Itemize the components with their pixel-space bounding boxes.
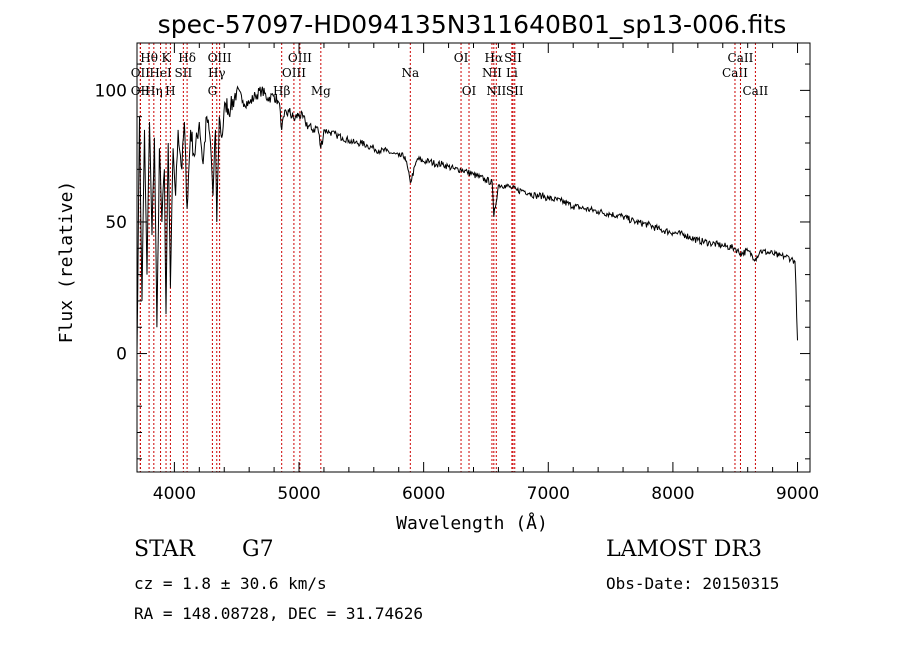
y-tick-label: 0 (116, 345, 127, 365)
y-axis-label: Flux (relative) (56, 181, 77, 344)
line-label: K (162, 51, 172, 65)
x-tick-label: 8000 (651, 484, 694, 504)
line-label: CaII (722, 66, 748, 80)
y-tick-label: 100 (95, 81, 127, 101)
object-class: STAR (134, 537, 195, 562)
line-label: NII (482, 66, 502, 80)
line-label: G (208, 84, 218, 98)
line-label: Hα (485, 51, 504, 65)
line-label: SII (504, 51, 522, 65)
x-axis-label: Wavelength (Å) (396, 512, 548, 534)
line-label: CaII (728, 51, 754, 65)
spectrum-series (136, 85, 798, 354)
redshift-info: cz = 1.8 ± 30.6 km/s (134, 574, 327, 593)
y-tick-label: 50 (105, 213, 127, 233)
line-label: Hβ (273, 84, 290, 98)
emission-line-markers: OIIOIIHθHηHeIKHSIIHδGHγOIIIHβOIIIOIIIMgN… (131, 43, 769, 472)
x-tick-label: 7000 (527, 484, 570, 504)
x-tick-label: 9000 (776, 484, 819, 504)
line-label: NII (486, 84, 506, 98)
coordinates: RA = 148.08728, DEC = 31.74626 (134, 604, 423, 623)
line-label: OIII (208, 51, 232, 65)
chart-title: spec-57097-HD094135N311640B01_sp13-006.f… (158, 10, 787, 39)
line-label: H (165, 84, 175, 98)
line-label: Li (506, 66, 518, 80)
line-label: OIII (282, 66, 306, 80)
x-tick-label: 5000 (277, 484, 320, 504)
line-label: HeI (149, 66, 172, 80)
line-label: OI (462, 84, 477, 98)
axis-ticks: 4000 5000 6000 7000 8000 9000 0 50 100 (95, 43, 819, 504)
x-tick-label: 6000 (402, 484, 445, 504)
line-label: Hη (145, 84, 163, 98)
line-label: Mg (311, 84, 331, 98)
line-label: SII (506, 84, 524, 98)
line-label: OIII (288, 51, 312, 65)
line-label: OII (131, 84, 151, 98)
obs-date: Obs-Date: 20150315 (606, 574, 780, 593)
x-tick-label: 4000 (153, 484, 196, 504)
subclass: G7 (242, 537, 274, 562)
survey-name: LAMOST DR3 (606, 537, 762, 562)
line-label: CaII (742, 84, 768, 98)
line-label: Hθ (140, 51, 158, 65)
plot-frame (136, 42, 811, 473)
line-label: OI (454, 51, 469, 65)
line-label: Hγ (208, 66, 226, 80)
line-label: SII (175, 66, 193, 80)
spectrum-line (136, 85, 798, 354)
line-label: Na (401, 66, 419, 80)
line-label: Hδ (178, 51, 196, 65)
